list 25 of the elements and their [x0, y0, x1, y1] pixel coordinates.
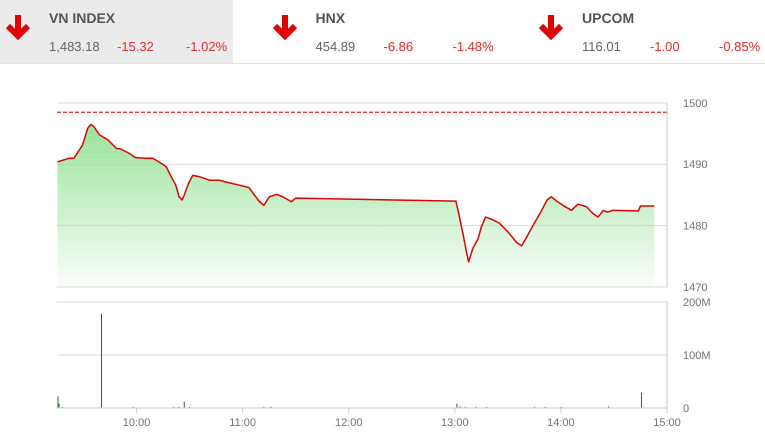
x-tick-label: 13:00 — [441, 416, 469, 429]
text: UPCOM — [582, 10, 634, 26]
text: 454.89 — [316, 39, 356, 54]
y-tick-label: 100M — [683, 350, 711, 362]
y-tick-label: 1500 — [683, 98, 708, 110]
y-tick-label: 1490 — [683, 159, 708, 172]
y-tick-label: 200M — [683, 296, 711, 309]
y-tick-label: 1470 — [683, 282, 708, 294]
text: -1.00 — [650, 39, 680, 54]
x-tick-label: 12:00 — [334, 416, 363, 429]
text: -6.86 — [384, 39, 414, 54]
x-tick-label: 14:00 — [547, 416, 575, 429]
text: -0.85% — [719, 39, 760, 54]
text: VN INDEX — [49, 10, 116, 26]
x-tick-label: 15:00 — [653, 416, 681, 429]
text: -1.48% — [452, 39, 494, 54]
text: -1.02% — [186, 39, 228, 54]
y-tick-label: 0 — [683, 402, 690, 415]
y-tick-label: 1480 — [683, 220, 708, 233]
text: -15.32 — [117, 39, 154, 54]
text: 1,483.18 — [49, 39, 100, 54]
text: HNX — [316, 10, 346, 26]
text: 116.01 — [582, 39, 621, 54]
x-tick-label: 11:00 — [229, 416, 256, 429]
x-tick-label: 10:00 — [122, 416, 150, 429]
